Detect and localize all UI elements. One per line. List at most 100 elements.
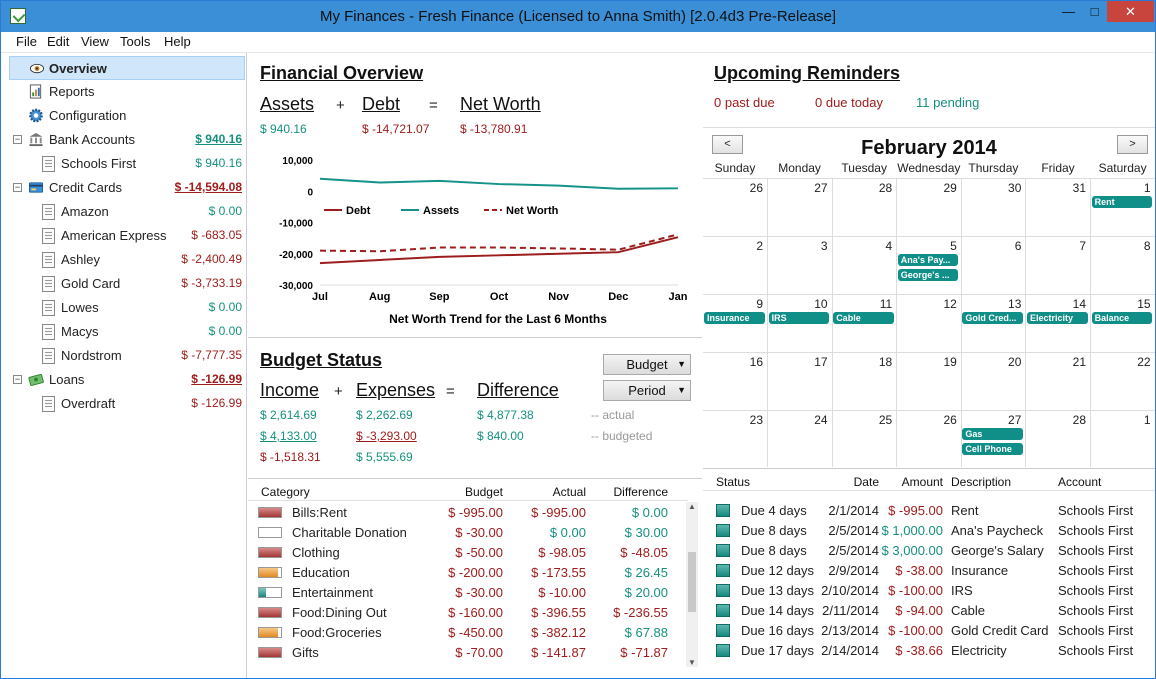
calendar-day-cell[interactable]: 20 xyxy=(961,353,1027,411)
table-row[interactable]: Charitable Donation $ -30.00 $ 0.00 $ 30.00 xyxy=(248,522,688,542)
minimize-button[interactable]: — xyxy=(1062,4,1075,19)
calendar-day-cell[interactable]: 1 xyxy=(1090,179,1155,237)
calendar-day-cell[interactable]: 6 xyxy=(961,237,1027,295)
calendar-event[interactable]: IRS xyxy=(768,312,830,324)
calendar-day-cell[interactable]: 17 xyxy=(767,353,833,411)
menu-edit[interactable]: Edit xyxy=(47,34,70,49)
sidebar-item-reports[interactable]: Reports xyxy=(1,80,247,104)
calendar-day-cell[interactable]: 28 xyxy=(1026,411,1091,467)
calendar-day-cell[interactable]: 27 xyxy=(961,411,1027,467)
loans-total[interactable]: $ -126.99 xyxy=(191,372,242,386)
calendar-day-cell[interactable]: 4 xyxy=(832,237,898,295)
col-status[interactable]: Status xyxy=(716,475,751,489)
collapse-icon[interactable]: − xyxy=(13,182,22,192)
maximize-button[interactable]: □ xyxy=(1090,4,1099,19)
calendar-event[interactable]: George's ... xyxy=(897,269,959,281)
table-row[interactable]: Food:Dining Out $ -160.00 $ -396.55 $ -236.… xyxy=(248,602,688,622)
calendar-event[interactable]: Rent xyxy=(1091,196,1153,208)
calendar-day-cell[interactable]: 23 xyxy=(703,411,768,467)
collapse-icon[interactable]: − xyxy=(13,374,22,384)
calendar-event[interactable]: Balance xyxy=(1091,312,1153,324)
calendar-day-cell[interactable]: 7 xyxy=(1026,237,1091,295)
sidebar-item-lowes[interactable]: Lowes $ 0.00 xyxy=(1,296,247,320)
calendar-day-cell[interactable]: 26 xyxy=(897,411,962,467)
sidebar-item-gold-card[interactable]: Gold Card $ -3,733.19 xyxy=(1,272,247,296)
calendar-day-cell[interactable]: 26 xyxy=(703,179,768,237)
table-row[interactable]: Due 8 days 2/5/2014 $ 3,000.00 George's Sal… xyxy=(703,540,1155,560)
calendar-day-cell[interactable]: 28 xyxy=(832,179,898,237)
col-difference[interactable]: Difference xyxy=(613,485,668,499)
calendar-day-cell[interactable]: 3 xyxy=(767,237,833,295)
budgeted-expenses[interactable]: $ -3,293.00 xyxy=(356,429,417,443)
category-scrollbar[interactable]: ▲ ▼ xyxy=(686,502,698,667)
table-row[interactable]: Entertainment $ -30.00 $ -10.00 $ 20.00 xyxy=(248,582,688,602)
next-month-button[interactable]: > xyxy=(1117,135,1148,154)
table-row[interactable]: Food:Groceries $ -450.00 $ -382.12 $ 67.88 xyxy=(248,622,688,642)
sidebar-item-amazon[interactable]: Amazon $ 0.00 xyxy=(1,200,247,224)
table-row[interactable]: Due 13 days 2/10/2014 $ -100.00 IRS Schools … xyxy=(703,580,1155,600)
budgeted-income[interactable]: $ 4,133.00 xyxy=(260,429,317,443)
prev-month-button[interactable]: < xyxy=(712,135,743,154)
calendar-day-cell[interactable]: 25 xyxy=(832,411,898,467)
calendar-day-cell[interactable]: 18 xyxy=(832,353,898,411)
scrollbar-thumb[interactable] xyxy=(688,552,696,612)
calendar-event[interactable]: Gold Cred... xyxy=(962,312,1023,324)
calendar-day-cell[interactable]: 5 xyxy=(896,237,962,295)
col-account[interactable]: Account xyxy=(1058,475,1102,489)
calendar-day-cell[interactable]: 30 xyxy=(961,179,1027,237)
calendar-event[interactable]: Insurance xyxy=(704,312,765,324)
sidebar-item-ashley[interactable]: Ashley $ -2,400.49 xyxy=(1,248,247,272)
calendar-day-cell[interactable]: 19 xyxy=(896,353,962,411)
calendar-day-cell[interactable]: 12 xyxy=(896,295,962,353)
menu-help[interactable]: Help xyxy=(164,34,191,49)
col-date[interactable]: Date xyxy=(853,475,879,489)
table-row[interactable]: Due 17 days 2/14/2014 $ -38.66 Electricity S… xyxy=(703,640,1155,660)
bank-total[interactable]: $ 940.16 xyxy=(195,132,242,146)
calendar-day-cell[interactable]: 24 xyxy=(768,411,833,467)
sidebar-item-american-express[interactable]: American Express $ -683.05 xyxy=(1,224,247,248)
table-row[interactable]: Due 16 days 2/13/2014 $ -100.00 Gold Credit… xyxy=(703,620,1155,640)
sidebar-item-schools-first[interactable]: Schools First $ 940.16 xyxy=(1,152,247,176)
col-budget[interactable]: Budget xyxy=(464,485,503,499)
sidebar-item-overview[interactable]: Overview xyxy=(9,56,245,80)
scroll-up-icon[interactable]: ▲ xyxy=(688,502,696,511)
calendar-event[interactable]: Electricity xyxy=(1027,312,1088,324)
table-row[interactable]: Bills:Rent $ -995.00 $ -995.00 $ 0.00 xyxy=(248,502,688,522)
calendar-day-cell[interactable]: 16 xyxy=(703,353,768,411)
calendar-day-cell[interactable]: 2 xyxy=(703,237,768,295)
close-button[interactable]: ✕ xyxy=(1107,1,1154,22)
table-row[interactable]: Due 14 days 2/11/2014 $ -94.00 Cable Schools… xyxy=(703,600,1155,620)
calendar-day-cell[interactable]: 10 xyxy=(767,295,833,353)
col-amount[interactable]: Amount xyxy=(901,475,943,489)
sidebar-item-overdraft[interactable]: Overdraft $ -126.99 xyxy=(1,392,247,416)
calendar-day-cell[interactable]: 14 xyxy=(1026,295,1091,353)
table-row[interactable]: Clothing $ -50.00 $ -98.05 $ -48.05 xyxy=(248,542,688,562)
menu-tools[interactable]: Tools xyxy=(120,34,151,49)
sidebar-item-nordstrom[interactable]: Nordstrom $ -7,777.35 xyxy=(1,344,247,368)
table-row[interactable]: Due 8 days 2/5/2014 $ 1,000.00 Ana's Payche… xyxy=(703,520,1155,540)
collapse-icon[interactable]: − xyxy=(13,134,22,144)
calendar-day-cell[interactable]: 27 xyxy=(767,179,833,237)
calendar-event[interactable]: Ana's Pay... xyxy=(897,254,959,266)
menu-file[interactable]: File xyxy=(16,34,37,49)
credit-total[interactable]: $ -14,594.08 xyxy=(174,180,242,194)
calendar-day-cell[interactable]: 13 xyxy=(961,295,1027,353)
sidebar-group-bank[interactable]: − Bank Accounts $ 940.16 xyxy=(1,128,247,152)
calendar-event[interactable]: Gas xyxy=(962,428,1023,440)
calendar-day-cell[interactable]: 9 xyxy=(703,295,768,353)
sidebar-item-macys[interactable]: Macys $ 0.00 xyxy=(1,320,247,344)
calendar-event[interactable]: Cell Phone xyxy=(962,443,1023,455)
scroll-down-icon[interactable]: ▼ xyxy=(688,658,696,667)
sidebar-group-credit[interactable]: − Credit Cards $ -14,594.08 xyxy=(1,176,247,200)
calendar-day-cell[interactable]: 29 xyxy=(896,179,962,237)
sidebar-group-loans[interactable]: − Loans $ -126.99 xyxy=(1,368,247,392)
calendar-day-cell[interactable]: 21 xyxy=(1026,353,1091,411)
table-row[interactable]: Education $ -200.00 $ -173.55 $ 26.45 xyxy=(248,562,688,582)
menu-view[interactable]: View xyxy=(81,34,109,49)
calendar-day-cell[interactable]: 15 xyxy=(1090,295,1155,353)
budget-dropdown[interactable]: Budget ▼ xyxy=(603,354,691,375)
col-actual[interactable]: Actual xyxy=(552,485,586,499)
sidebar-item-configuration[interactable]: Configuration xyxy=(1,104,247,128)
table-row[interactable]: Gifts $ -70.00 $ -141.87 $ -71.87 xyxy=(248,642,688,662)
calendar-day-cell[interactable]: 8 xyxy=(1090,237,1155,295)
